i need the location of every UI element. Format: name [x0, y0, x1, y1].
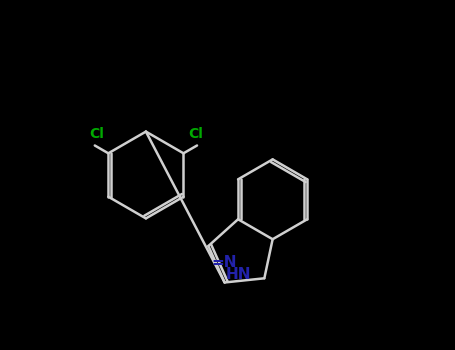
Text: =N: =N: [212, 255, 238, 270]
Text: Cl: Cl: [89, 127, 104, 141]
Text: HN: HN: [226, 267, 251, 282]
Text: Cl: Cl: [188, 127, 203, 141]
